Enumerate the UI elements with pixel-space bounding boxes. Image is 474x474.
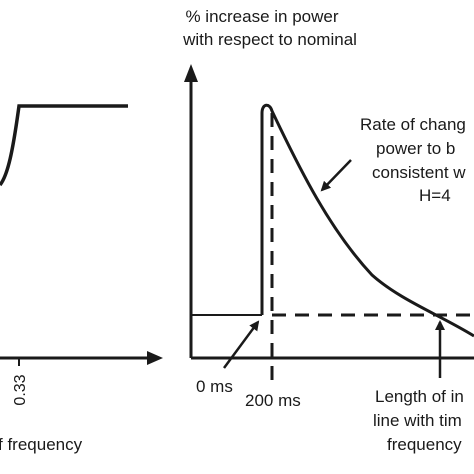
y-axis-label-line1: % increase in power bbox=[185, 7, 339, 26]
rate-annotation-line3: consistent w bbox=[372, 163, 466, 182]
rate-annotation-line1: Rate of chang bbox=[360, 115, 466, 134]
power-response-curve bbox=[260, 103, 474, 338]
length-annotation-line3: frequency bbox=[387, 435, 462, 454]
length-annotation-line1: Length of in bbox=[375, 387, 464, 406]
label-200ms: 200 ms bbox=[245, 391, 301, 410]
pointer-0ms bbox=[222, 320, 260, 369]
left-x-axis-arrow bbox=[147, 351, 163, 365]
tick-label-033: 0.33 bbox=[12, 374, 29, 406]
rate-annotation-line2: power to b bbox=[376, 139, 456, 158]
left-axis-label: f frequency bbox=[0, 435, 83, 454]
length-annotation-line2: line with tim bbox=[373, 411, 462, 430]
left-power-curve bbox=[0, 104, 128, 187]
y-axis-label-line2: with respect to nominal bbox=[183, 30, 357, 49]
right-y-axis-arrow bbox=[184, 64, 198, 82]
pointer-rate-annotation bbox=[320, 159, 352, 192]
rate-annotation-line4: H=4 bbox=[419, 186, 451, 205]
label-0ms: 0 ms bbox=[196, 377, 233, 396]
